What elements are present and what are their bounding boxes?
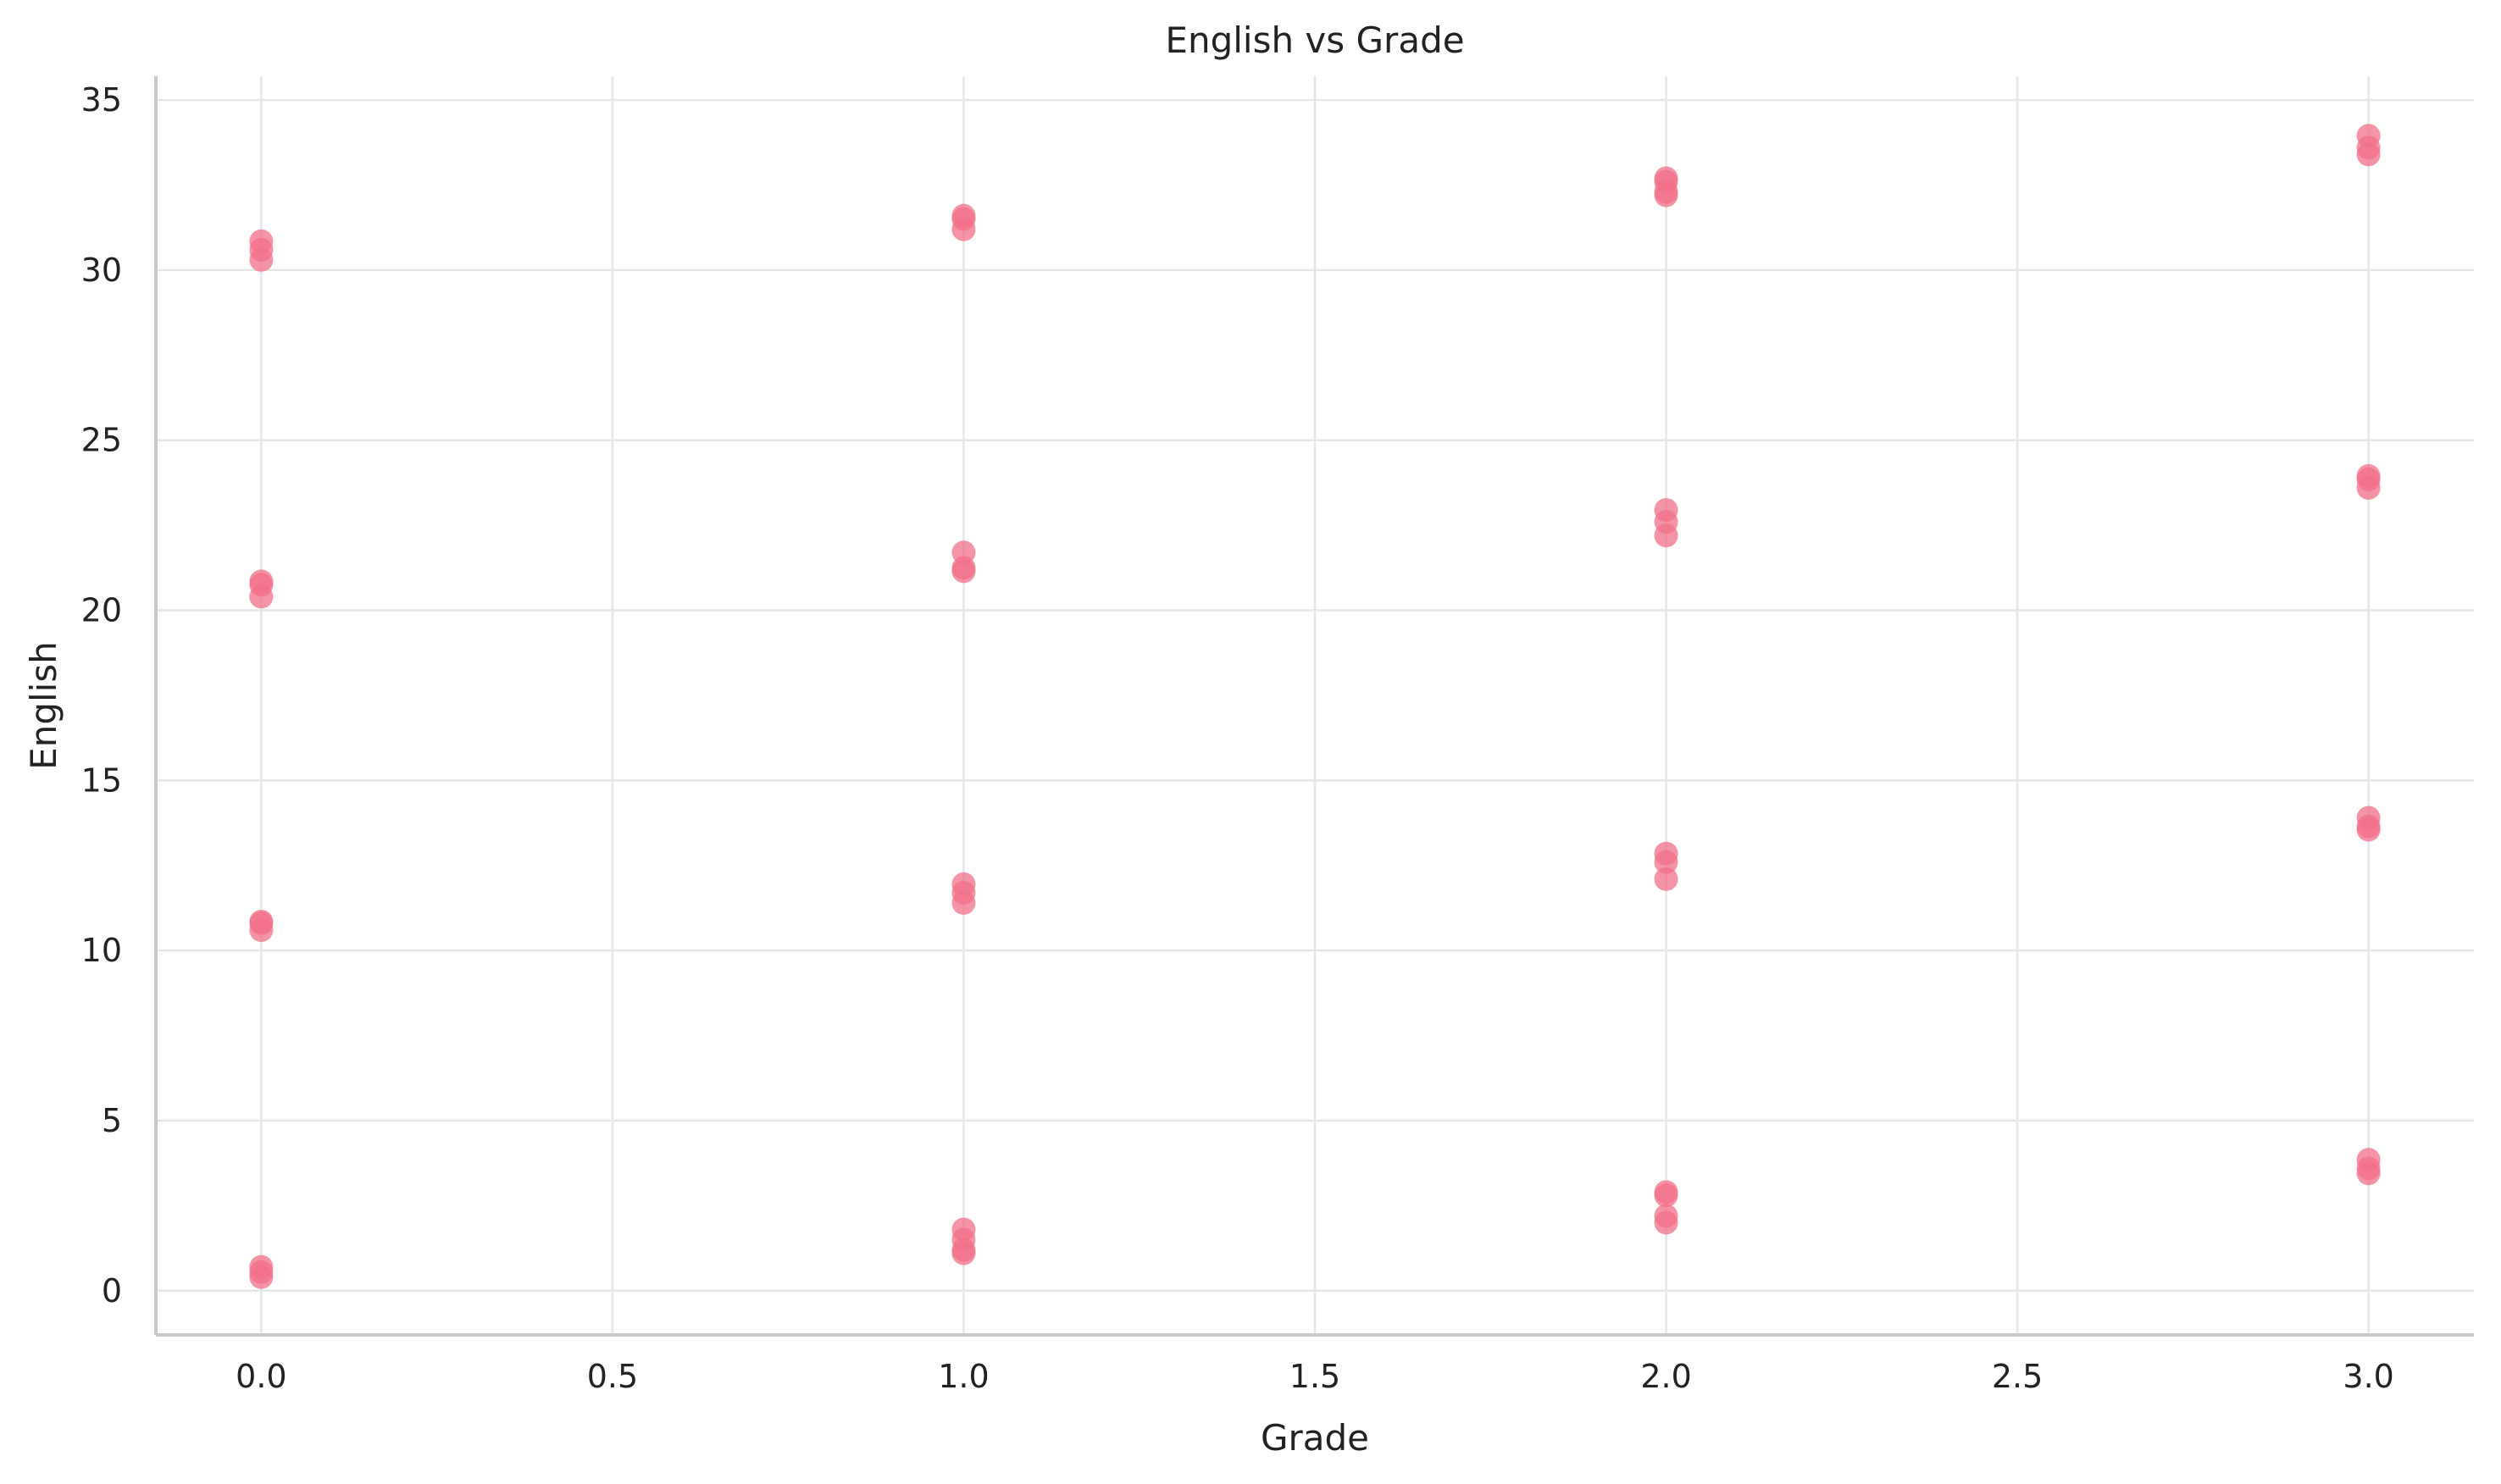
y-tick-label: 15 <box>81 761 122 799</box>
data-point <box>1654 166 1678 191</box>
y-tick-label: 5 <box>102 1102 122 1139</box>
y-tick-label: 0 <box>102 1272 122 1310</box>
data-point <box>249 910 274 934</box>
data-point <box>1654 867 1678 891</box>
data-point <box>249 569 274 594</box>
data-point <box>2356 806 2381 830</box>
x-tick-label: 3.0 <box>2343 1358 2393 1395</box>
x-axis-label: Grade <box>1261 1417 1369 1459</box>
y-tick-label: 25 <box>81 422 122 459</box>
data-point <box>1654 1180 1678 1204</box>
grid-lines <box>156 76 2474 1335</box>
x-tick-label: 2.0 <box>1640 1358 1691 1395</box>
data-point <box>2356 124 2381 148</box>
x-tick-label: 2.5 <box>1992 1358 2043 1395</box>
data-point <box>951 540 976 565</box>
y-tick-label: 35 <box>81 81 122 119</box>
data-point <box>2356 1148 2381 1172</box>
x-tick-label: 0.5 <box>587 1358 638 1395</box>
data-points <box>249 124 2381 1289</box>
x-tick-label: 1.5 <box>1289 1358 1340 1395</box>
x-tick-label: 1.0 <box>938 1358 989 1395</box>
data-point <box>951 1217 976 1242</box>
data-point <box>1654 498 1678 523</box>
data-point <box>1654 1204 1678 1228</box>
data-point <box>249 229 274 253</box>
data-point <box>951 872 976 896</box>
data-point <box>1654 841 1678 866</box>
axes <box>154 76 2474 1337</box>
data-point <box>951 203 976 228</box>
data-point <box>2356 463 2381 488</box>
data-point <box>249 1254 274 1279</box>
y-tick-label: 20 <box>81 592 122 629</box>
y-tick-label: 30 <box>81 252 122 289</box>
chart-title: English vs Grade <box>1165 19 1464 61</box>
y-tick-labels: 0 5 10 15 20 25 30 35 <box>81 81 122 1310</box>
x-tick-label: 0.0 <box>236 1358 286 1395</box>
y-axis-label: English <box>23 641 64 770</box>
x-tick-labels: 0.0 0.5 1.0 1.5 2.0 2.5 3.0 <box>236 1358 2394 1395</box>
y-tick-label: 10 <box>81 932 122 969</box>
